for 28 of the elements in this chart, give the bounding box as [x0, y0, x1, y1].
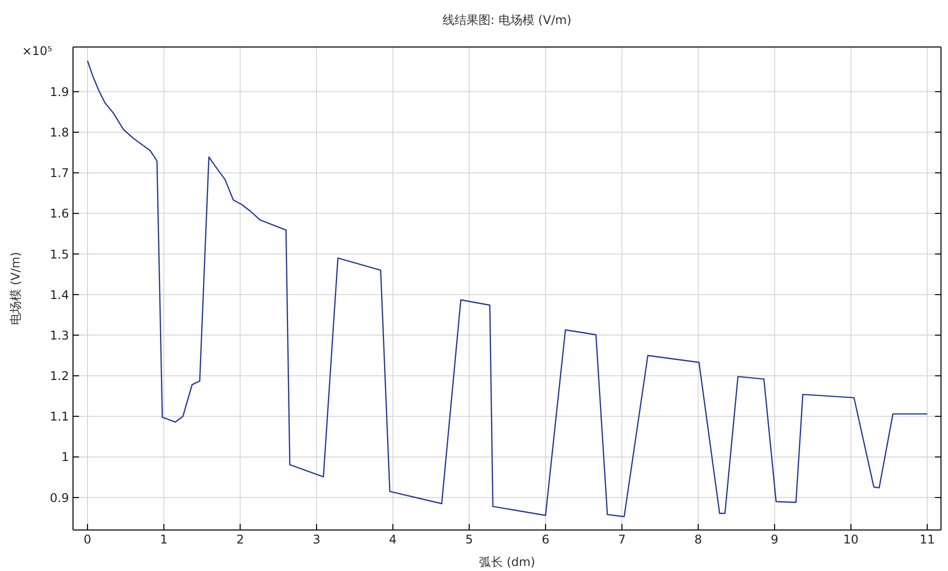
y-tick-label: 1.6 — [50, 206, 69, 221]
chart-title: 线结果图: 电场模 (V/m) — [442, 13, 572, 27]
y-tick-label: 1.7 — [50, 166, 69, 180]
x-tick-label: 7 — [618, 532, 626, 547]
y-tick-label: 1.1 — [50, 410, 69, 424]
y-tick-label: 1.9 — [50, 84, 69, 99]
x-tick-label: 5 — [465, 532, 474, 547]
y-tick-label: 1.5 — [50, 247, 69, 262]
y-tick-label: 0.9 — [50, 490, 69, 505]
y-axis-title: 电场模 (V/m) — [8, 252, 22, 326]
x-tick-label: 8 — [694, 532, 702, 547]
text: ×10⁵ — [22, 44, 52, 58]
x-tick-label: 9 — [770, 532, 778, 547]
x-tick-label: 10 — [843, 532, 859, 547]
y-tick-label: 1.4 — [50, 288, 69, 302]
x-axis-title: 弧长 (dm) — [478, 555, 536, 569]
x-tick-label: 11 — [920, 532, 935, 547]
x-tick-label: 2 — [236, 532, 244, 547]
y-tick-label: 1.3 — [50, 328, 69, 342]
y-tick-label: 1 — [61, 450, 69, 464]
x-tick-label: 4 — [389, 532, 397, 547]
x-tick-label: 1 — [160, 532, 168, 547]
y-tick-label: 1.2 — [50, 369, 69, 384]
line-series — [86, 60, 928, 518]
x-tick-label: 0 — [84, 532, 92, 547]
x-tick-label: 6 — [542, 532, 550, 547]
y-tick-label: 1.8 — [50, 125, 69, 140]
x-tick-label: 3 — [312, 532, 320, 547]
